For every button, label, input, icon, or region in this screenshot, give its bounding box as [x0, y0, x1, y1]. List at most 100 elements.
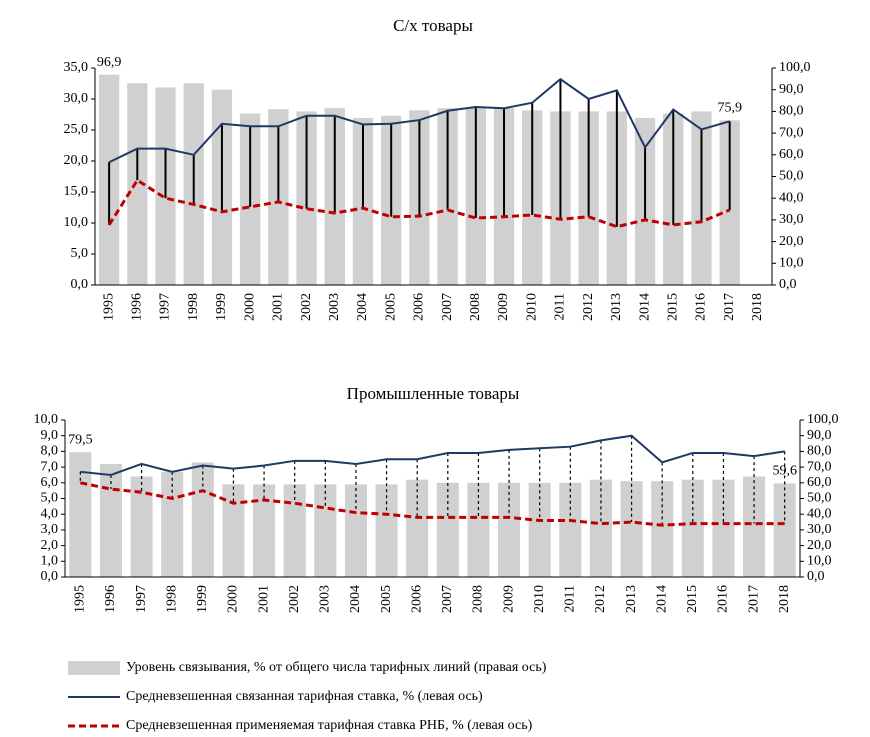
bar — [99, 463, 122, 577]
y-tick-label: 0,0 — [41, 569, 59, 584]
x-tick-label: 2008 — [471, 585, 486, 613]
y2-tick-label: 50,0 — [807, 491, 832, 506]
data-label: 79,5 — [68, 432, 93, 447]
x-tick-label: 2002 — [287, 585, 302, 613]
bar — [283, 484, 306, 577]
x-tick-label: 2004 — [355, 293, 370, 321]
x-tick-label: 2008 — [468, 293, 483, 321]
x-tick-label: 1999 — [214, 293, 229, 321]
bar — [375, 484, 398, 577]
y2-tick-label: 20,0 — [807, 538, 832, 553]
y2-tick-label: 30,0 — [779, 212, 804, 227]
legend-swatch — [68, 661, 120, 675]
bar — [406, 479, 429, 577]
x-tick-label: 1995 — [73, 585, 88, 613]
x-tick-label: 2011 — [553, 293, 568, 320]
line — [108, 77, 730, 164]
line — [80, 434, 785, 476]
bar — [681, 479, 704, 577]
x-tick-label: 2003 — [327, 293, 342, 321]
x-tick-label: 2001 — [271, 293, 286, 321]
x-tick-label: 2015 — [665, 293, 680, 321]
x-tick-label: 2013 — [609, 293, 624, 321]
data-label: 59,6 — [772, 464, 797, 479]
bar — [253, 484, 276, 577]
x-tick-label: 1995 — [101, 293, 116, 321]
y-tick-label: 25,0 — [64, 122, 89, 137]
y2-tick-label: 70,0 — [779, 125, 804, 140]
bar — [620, 481, 643, 577]
y2-tick-label: 70,0 — [807, 459, 832, 474]
y2-tick-label: 10,0 — [779, 256, 804, 271]
y-tick-label: 5,0 — [41, 491, 59, 506]
y2-tick-label: 10,0 — [807, 554, 832, 569]
data-label: 96,9 — [97, 55, 122, 70]
y2-tick-label: 100,0 — [779, 60, 811, 75]
y-tick-label: 10,0 — [64, 215, 89, 230]
y-tick-label: 4,0 — [41, 506, 59, 521]
x-tick-label: 2003 — [318, 585, 333, 613]
x-tick-label: 2017 — [722, 293, 737, 321]
y2-tick-label: 100,0 — [807, 412, 839, 427]
legend-label: Уровень связывания, % от общего числа та… — [126, 660, 547, 675]
x-tick-label: 2011 — [563, 585, 578, 612]
x-tick-label: 2014 — [654, 585, 669, 613]
data-label: 75,9 — [717, 101, 742, 116]
y-tick-label: 30,0 — [64, 91, 89, 106]
x-tick-label: 2012 — [593, 585, 608, 613]
bar — [127, 83, 148, 285]
y-tick-label: 20,0 — [64, 153, 89, 168]
y2-tick-label: 90,0 — [807, 428, 832, 443]
x-tick-label: 2004 — [348, 585, 363, 613]
x-tick-label: 1996 — [130, 293, 145, 321]
x-tick-label: 2016 — [716, 585, 731, 613]
y2-tick-label: 20,0 — [779, 234, 804, 249]
x-tick-label: 1997 — [134, 585, 149, 613]
x-tick-label: 2013 — [624, 585, 639, 613]
x-tick-label: 2006 — [409, 585, 424, 613]
bar — [712, 479, 735, 577]
chart-title: Промышленные товары — [347, 384, 520, 403]
x-tick-label: 1998 — [164, 585, 179, 613]
x-tick-label: 2005 — [383, 293, 398, 321]
x-tick-label: 2006 — [412, 293, 427, 321]
x-tick-label: 2015 — [685, 585, 700, 613]
x-tick-label: 1999 — [195, 585, 210, 613]
x-tick-label: 2009 — [496, 293, 511, 321]
y2-tick-label: 80,0 — [779, 104, 804, 119]
bar — [559, 482, 582, 577]
x-tick-label: 2007 — [440, 293, 455, 321]
x-tick-label: 2014 — [637, 293, 652, 321]
bar — [467, 482, 490, 577]
line — [107, 178, 731, 229]
bar — [498, 482, 521, 577]
x-tick-label: 2018 — [777, 585, 792, 613]
bar — [528, 482, 551, 577]
x-tick-label: 2005 — [379, 585, 394, 613]
bar — [344, 484, 367, 577]
x-tick-label: 2012 — [581, 293, 596, 321]
y2-tick-label: 0,0 — [807, 569, 825, 584]
bar — [773, 483, 796, 577]
y2-tick-label: 90,0 — [779, 82, 804, 97]
x-tick-label: 1996 — [103, 585, 118, 613]
bar — [191, 462, 214, 577]
x-tick-label: 2016 — [694, 293, 709, 321]
x-tick-label: 2010 — [532, 585, 547, 613]
x-tick-label: 2010 — [524, 293, 539, 321]
y2-tick-label: 40,0 — [807, 506, 832, 521]
bar — [589, 479, 612, 577]
x-tick-label: 2007 — [440, 585, 455, 613]
y-tick-label: 6,0 — [41, 475, 59, 490]
legend-label: Средневзешенная связанная тарифная ставк… — [126, 689, 483, 704]
y2-tick-label: 50,0 — [779, 169, 804, 184]
y-tick-label: 7,0 — [41, 459, 59, 474]
y2-tick-label: 80,0 — [807, 444, 832, 459]
x-tick-label: 2017 — [746, 585, 761, 613]
bar — [436, 482, 459, 577]
chart-title: С/х товары — [393, 16, 473, 35]
y-tick-label: 3,0 — [41, 522, 59, 537]
bar — [130, 476, 153, 577]
x-tick-label: 1997 — [158, 293, 173, 321]
